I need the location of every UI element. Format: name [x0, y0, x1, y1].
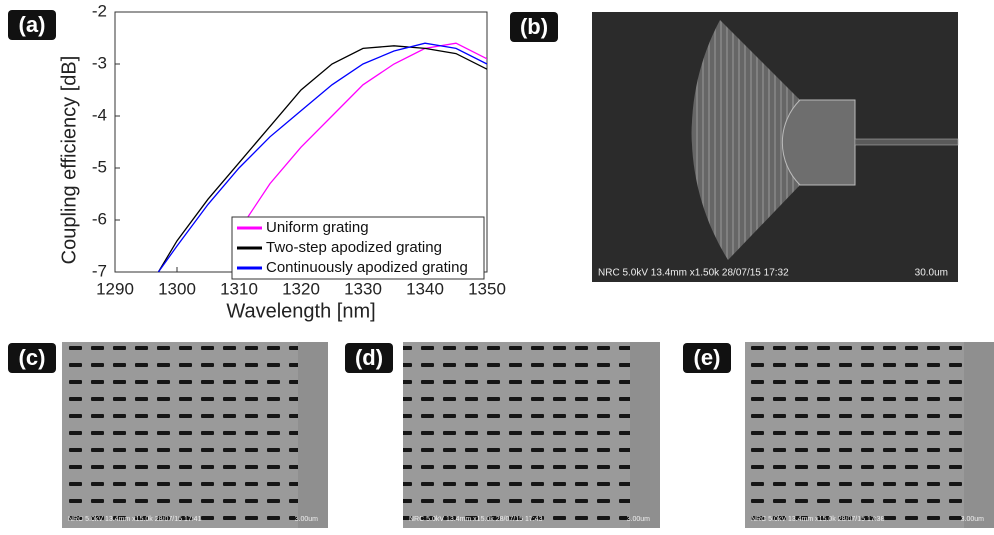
series-line — [238, 42, 487, 231]
panel-label: (d) — [355, 345, 383, 370]
sem-caption: NRC 5.0kV 13.4mm x1.50k 28/07/15 17:32 — [598, 268, 789, 279]
sem-caption: NRC 5.0kV 13.4mm x15.0k 28/07/15 17:41 — [68, 516, 202, 523]
sem-scale: 30.0um — [915, 268, 948, 279]
y-tick-label: -2 — [92, 1, 107, 20]
legend-label: Continuously apodized grating — [266, 259, 468, 276]
sem-image-b — [592, 12, 959, 282]
x-tick-label: 1320 — [282, 279, 320, 298]
x-tick-label: 1290 — [96, 279, 134, 298]
sem-caption: NRC 5.0kV 13.4mm x15.0k 28/07/15 17:38 — [751, 516, 885, 523]
y-tick-label: -7 — [92, 261, 107, 280]
sem-scale: 3.00um — [961, 516, 985, 523]
panel-label: (e) — [694, 345, 721, 370]
x-tick-label: 1340 — [406, 279, 444, 298]
series-line — [157, 45, 487, 272]
legend-label: Two-step apodized grating — [266, 239, 442, 256]
panel-label-box — [8, 343, 56, 373]
sem-image — [403, 342, 660, 528]
sem-edge — [964, 342, 994, 528]
x-tick-label: 1310 — [220, 279, 258, 298]
y-axis-label: Coupling efficiency [dB] — [58, 56, 80, 265]
legend-box — [231, 216, 485, 280]
plot-lines — [157, 42, 487, 272]
sem-image — [62, 342, 328, 528]
panel-label-box — [345, 343, 393, 373]
legend-label: Uniform grating — [266, 219, 369, 236]
sem-caption: NRC 5.0kV 13.4mm x15.0k 28/07/15 17:43 — [409, 516, 543, 523]
y-tick-label: -4 — [92, 105, 107, 124]
panel-label: (c) — [19, 345, 46, 370]
y-tick-label: -6 — [92, 209, 107, 228]
sem-scale: 3.00um — [295, 516, 319, 523]
panel-label: (a) — [19, 12, 46, 37]
panel-label: (b) — [520, 14, 548, 39]
sem-edge — [630, 342, 660, 528]
y-tick-label: -5 — [92, 157, 107, 176]
panel-label-box — [510, 12, 558, 42]
panel-label-box — [683, 343, 731, 373]
x-axis-label: Wavelength [nm] — [226, 300, 375, 322]
sem-image — [745, 342, 994, 528]
series-line — [157, 42, 487, 272]
x-tick-label: 1300 — [158, 279, 196, 298]
sem-scale: 3.00um — [627, 516, 651, 523]
x-tick-label: 1330 — [344, 279, 382, 298]
y-tick-label: -3 — [92, 53, 107, 72]
sem-edge — [298, 342, 328, 528]
panel-label-box — [8, 10, 56, 40]
x-tick-label: 1350 — [468, 279, 506, 298]
